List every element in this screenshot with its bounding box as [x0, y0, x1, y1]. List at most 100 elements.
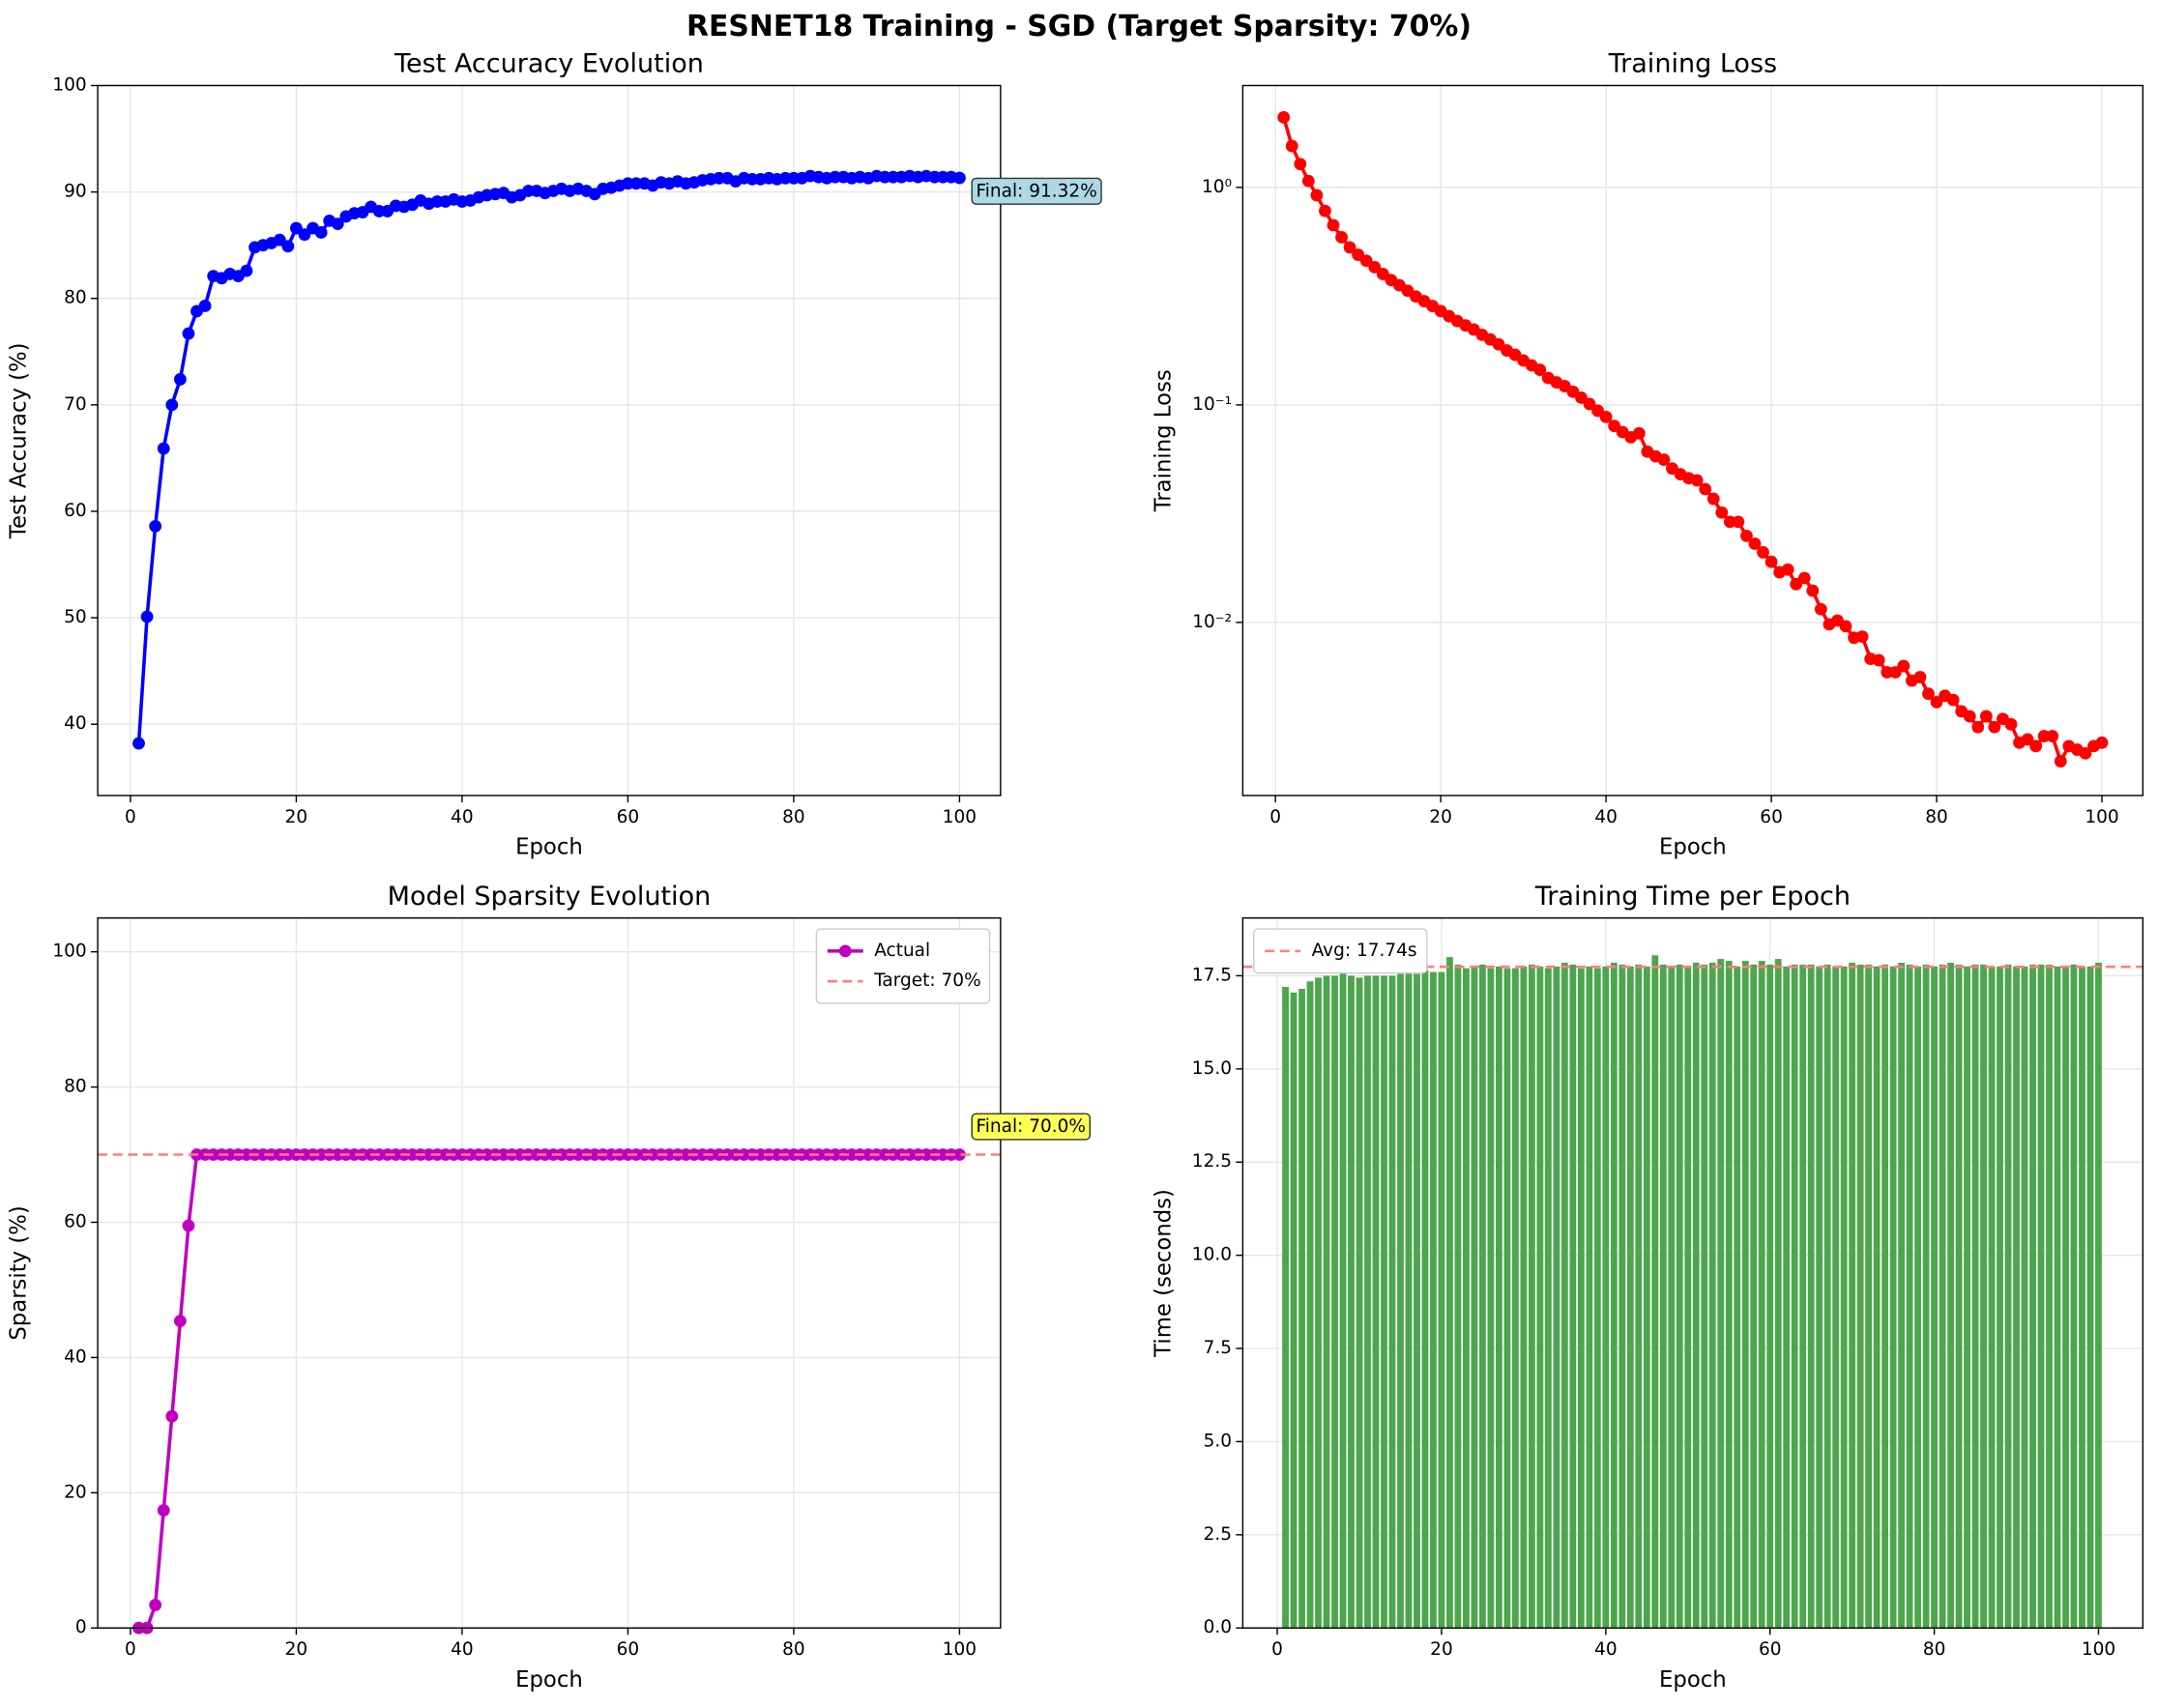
y-tick-label: 17.5 [1192, 965, 1232, 985]
marker [1872, 653, 1885, 667]
marker [953, 171, 966, 185]
bar [1635, 964, 1643, 1629]
marker [2046, 730, 2059, 742]
bar [1593, 968, 1601, 1629]
bar [2062, 966, 2069, 1629]
bar [2095, 962, 2102, 1629]
marker [149, 519, 162, 533]
legend-label: Actual [874, 941, 930, 961]
bar [2046, 964, 2053, 1629]
y-tick-label: 70 [64, 394, 87, 415]
y-tick-label: 15.0 [1192, 1058, 1232, 1079]
bar [2054, 966, 2061, 1629]
x-tick-label: 80 [782, 1639, 805, 1660]
marker [1897, 659, 1910, 673]
marker [157, 1504, 170, 1517]
bar [1651, 955, 1659, 1629]
marker [1294, 158, 1307, 171]
axes-frame [97, 84, 1002, 796]
y-tick-label: 100 [52, 74, 86, 95]
marker [2095, 736, 2109, 749]
y-tick-label: 10.0 [1192, 1245, 1232, 1265]
marker [1310, 188, 1324, 202]
bar [1971, 964, 1979, 1629]
subplot-title: Model Sparsity Evolution [388, 882, 712, 912]
annotation-box [971, 1113, 1092, 1141]
bar [1881, 964, 1889, 1629]
bar [1659, 964, 1667, 1629]
bar [1511, 968, 1519, 1629]
bar [1381, 975, 1387, 1629]
y-tick-label: 0 [75, 1617, 87, 1637]
bar [1544, 968, 1552, 1629]
axes-frame [1241, 916, 2144, 1629]
bar [1569, 964, 1577, 1629]
bar [1939, 964, 1946, 1629]
bar [1339, 971, 1347, 1629]
bar [1446, 957, 1453, 1629]
x-tick-label: 100 [2082, 1639, 2115, 1660]
bar [1414, 973, 1420, 1629]
marker [331, 217, 344, 231]
marker [165, 1409, 179, 1423]
marker [1764, 555, 1778, 568]
bar [1914, 966, 1922, 1629]
bar [1560, 962, 1568, 1629]
x-tick-label: 0 [125, 1639, 136, 1660]
x-tick-label: 100 [2085, 807, 2118, 827]
marker [140, 610, 154, 623]
bar [1799, 964, 1807, 1629]
y-axis-label: Time (seconds) [1152, 1189, 1177, 1358]
bar [1988, 966, 1996, 1629]
legend: Actual Target: 70% [815, 928, 991, 1004]
y-tick-label: 10⁻² [1192, 612, 1232, 632]
x-tick-label: 40 [1594, 1639, 1618, 1660]
bar [1676, 964, 1683, 1629]
y-tick-label: 20 [64, 1482, 87, 1502]
bar [1315, 977, 1322, 1629]
legend-swatch [838, 944, 852, 958]
bar [1421, 970, 1429, 1629]
bar [1298, 988, 1305, 1629]
bar [1586, 966, 1593, 1629]
bar [1783, 966, 1791, 1629]
marker [157, 442, 170, 455]
bar [1364, 975, 1371, 1629]
bar [1741, 961, 1749, 1629]
bar [1553, 966, 1560, 1629]
bar [1503, 968, 1511, 1629]
x-tick-label: 0 [1269, 807, 1281, 827]
subplot: Training Time per Epoch Epoch Time (second… [1152, 882, 2144, 1693]
bar [1356, 977, 1363, 1629]
y-tick-label: 5.0 [1204, 1431, 1232, 1451]
bar [1955, 964, 1963, 1629]
x-tick-label: 100 [943, 807, 977, 827]
y-axis-label: Training Loss [1152, 369, 1177, 512]
marker [1657, 453, 1671, 466]
marker [1599, 410, 1613, 423]
subplot: Test Accuracy Evolution Epoch Test Accurac… [6, 49, 1102, 860]
marker [1732, 515, 1745, 529]
bar [1643, 966, 1650, 1629]
marker [314, 226, 328, 239]
bar [1717, 959, 1725, 1629]
marker [1632, 426, 1646, 440]
marker [2079, 746, 2092, 760]
marker [1583, 397, 1596, 411]
bar [1898, 962, 1906, 1629]
bar [1823, 964, 1831, 1629]
y-tick-label: 80 [64, 288, 87, 308]
bar [2013, 966, 2020, 1629]
bar [1865, 964, 1873, 1629]
bar [1708, 962, 1716, 1629]
marker [2021, 733, 2034, 746]
bar [1348, 975, 1355, 1629]
marker [1715, 506, 1729, 519]
marker [1343, 241, 1356, 254]
y-tick-label: 40 [64, 713, 87, 734]
annotation-box [971, 177, 1102, 205]
axes-frame [97, 916, 1002, 1629]
marker [2029, 739, 2043, 753]
x-tick-label: 40 [1594, 807, 1618, 827]
x-tick-label: 80 [1925, 807, 1948, 827]
